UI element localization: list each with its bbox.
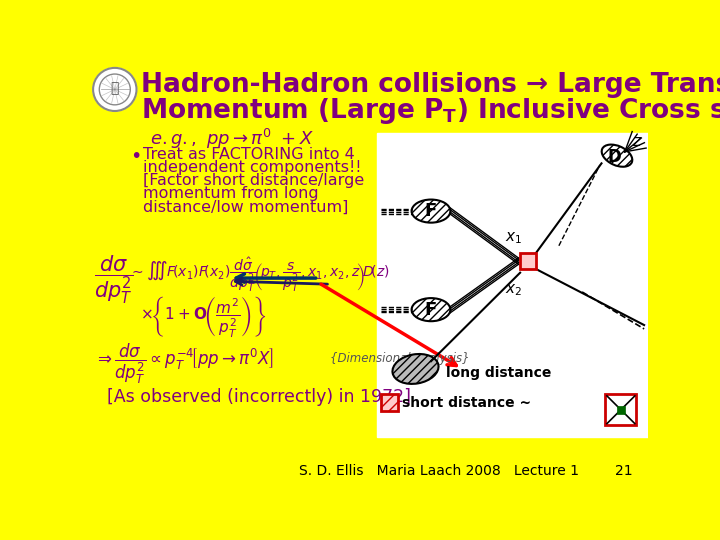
Text: 21: 21 — [615, 464, 632, 478]
Text: $\Rightarrow\dfrac{d\sigma}{dp_T^2}\propto p_T^{-4}\!\left[pp\rightarrow\pi^0 X\: $\Rightarrow\dfrac{d\sigma}{dp_T^2}\prop… — [94, 342, 274, 386]
Text: distance/low momentum]: distance/low momentum] — [143, 200, 348, 214]
Text: 🏛: 🏛 — [111, 81, 119, 95]
Bar — [381, 394, 397, 411]
Text: Treat as FACTORING into 4: Treat as FACTORING into 4 — [143, 147, 354, 162]
Bar — [617, 406, 625, 414]
Text: Hadron-Hadron collisions → Large Transverse: Hadron-Hadron collisions → Large Transve… — [141, 72, 720, 98]
Circle shape — [93, 68, 137, 111]
Text: {Dimensional analysis}: {Dimensional analysis} — [330, 352, 470, 365]
Text: D: D — [608, 148, 621, 166]
Text: independent components!!: independent components!! — [143, 160, 361, 176]
Ellipse shape — [412, 298, 451, 321]
Text: Momentum (Large $\mathbf{P_T}$) Inclusive Cross section: Momentum (Large $\mathbf{P_T}$) Inclusiv… — [141, 96, 720, 126]
Bar — [520, 253, 536, 269]
Text: F: F — [425, 301, 437, 319]
Text: F: F — [425, 202, 437, 220]
Text: $\sim \iiint F\!\left(x_1\right)F\!\left(x_2\right)\dfrac{d\hat{\sigma}}{dp_T^2}: $\sim \iiint F\!\left(x_1\right)F\!\left… — [129, 256, 390, 294]
Text: $\times\!\left\{1+\mathbf{O}\!\left(\dfrac{m^2}{p_T^2}\right)\right\}$: $\times\!\left\{1+\mathbf{O}\!\left(\dfr… — [140, 294, 267, 339]
Text: $x_1$: $x_1$ — [505, 230, 522, 246]
Bar — [377, 132, 648, 437]
Ellipse shape — [602, 145, 632, 167]
Text: $x_2$: $x_2$ — [505, 282, 522, 298]
Text: $\mathit{e.g.,\ pp{\rightarrow}\pi^{0}\ +X}$: $\mathit{e.g.,\ pp{\rightarrow}\pi^{0}\ … — [150, 126, 314, 151]
Text: momentum from long: momentum from long — [143, 186, 318, 201]
Text: S. D. Ellis   Maria Laach 2008   Lecture 1: S. D. Ellis Maria Laach 2008 Lecture 1 — [300, 464, 580, 478]
Text: long distance: long distance — [446, 366, 552, 380]
Text: short distance ~: short distance ~ — [402, 396, 531, 410]
Text: $\dfrac{d\sigma}{dp_T^2}$: $\dfrac{d\sigma}{dp_T^2}$ — [94, 253, 133, 306]
Text: [Factor short distance/large: [Factor short distance/large — [143, 173, 364, 188]
Ellipse shape — [412, 200, 451, 222]
Ellipse shape — [392, 354, 438, 384]
Bar — [606, 394, 636, 425]
Text: •: • — [130, 147, 142, 166]
Text: [As observed (incorrectly) in 1972]: [As observed (incorrectly) in 1972] — [107, 388, 411, 406]
Text: z: z — [632, 134, 641, 149]
